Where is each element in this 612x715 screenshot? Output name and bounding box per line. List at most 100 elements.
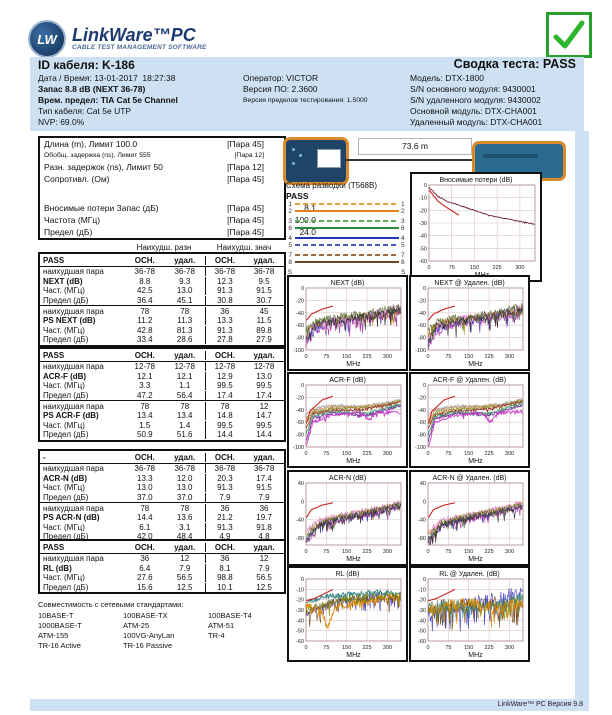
right-margin-strip — [575, 131, 589, 711]
svg-text:300: 300 — [505, 645, 514, 651]
row-value: 19.7 — [256, 513, 272, 523]
svg-text:225: 225 — [362, 451, 371, 457]
svg-text:0: 0 — [423, 286, 426, 292]
row-label: Предел (дБ) — [43, 296, 89, 306]
svg-text:0: 0 — [426, 451, 429, 457]
row-value: 36.4 — [137, 296, 153, 306]
row-value: 20.3 — [204, 473, 244, 483]
row-value: 36 — [140, 554, 150, 564]
svg-text:-30: -30 — [419, 221, 427, 227]
general-results-table: Длина (m), Лимит 100.0[Пара 45]73.6Обобщ… — [38, 136, 316, 240]
wire-line — [295, 220, 399, 222]
row-value: 36-78 — [204, 267, 244, 277]
svg-text:-40: -40 — [418, 311, 426, 317]
svg-text:40: 40 — [420, 481, 426, 487]
row-label: Обобщ. задержка (ns), Лимит 555 — [44, 152, 151, 159]
row-value: 91.3 — [204, 522, 244, 532]
chart-next-remote: 0 -20 -40 -60 -80 -100 0 75 150 225 300 NEXT @ Удал… — [409, 275, 530, 371]
standard-name: 100BASE-TX — [123, 611, 168, 620]
row-value: 7.9 — [258, 493, 270, 503]
row-value: 48.4 — [176, 532, 193, 542]
header-info-line: Модель: DTX-1800 — [410, 73, 484, 83]
row-value: 36 — [204, 554, 244, 564]
row-label: Част. (МГц) — [43, 420, 85, 430]
row-value: 36-78 — [174, 464, 195, 474]
svg-text:300: 300 — [515, 265, 524, 271]
row-value: 91.3 — [204, 286, 244, 296]
pass-check-icon — [546, 12, 592, 58]
svg-text:-10: -10 — [296, 587, 304, 593]
svg-text:Вносимые потери (dB): Вносимые потери (dB) — [439, 177, 512, 184]
header-info-line: S/N основного модуля: 9430001 — [410, 84, 536, 94]
svg-text:0: 0 — [426, 354, 429, 360]
chart-acrf-remote: 0 -20 -40 -60 -80 -100 0 75 150 225 300 ACR-F @ Уда… — [409, 372, 530, 468]
column-header: ОСН. — [204, 452, 244, 462]
row-value: 27.6 — [137, 573, 153, 583]
compatibility-columns: 10BASE-T 1000BASE-T ATM-155 TR-16 Active 100… — [38, 611, 293, 651]
row-value: 14.4 — [137, 513, 153, 523]
table-row: Част. (МГц) 13.0 13.0 91.3 91.5 — [40, 483, 284, 493]
row-value: 91.3 — [204, 325, 244, 335]
row-label: Част. (МГц) — [43, 381, 85, 391]
compatibility-column: 100BASE-T4 ATM-51 TR-4 — [208, 611, 293, 651]
table-row: Част. (МГц) 1.5 1.4 99.5 99.5 — [40, 420, 284, 431]
row-value: 99.5 — [204, 420, 244, 430]
row-value: 27.8 — [204, 335, 244, 345]
column-header: удал. — [174, 255, 196, 265]
row-value: 37.0 — [137, 493, 153, 503]
svg-text:-80: -80 — [296, 536, 304, 542]
svg-text:225: 225 — [493, 265, 502, 271]
chart-canvas: 0-10-20-30-40-50-600 75 150 225 300Вносимые … — [419, 177, 536, 279]
row-value: 3.1 — [179, 522, 191, 532]
svg-text:75: 75 — [445, 645, 451, 651]
svg-text:ACR-N (dB): ACR-N (dB) — [329, 475, 366, 482]
row-value: 11.2 — [137, 316, 153, 326]
svg-text:NEXT (dB): NEXT (dB) — [331, 280, 365, 287]
row-value: 56.5 — [256, 573, 272, 583]
column-header: удал. — [253, 452, 275, 462]
row-value: 13.3 — [137, 473, 153, 483]
svg-text:150: 150 — [342, 354, 351, 360]
row-label: Предел (дБ) — [43, 391, 89, 401]
header-left-column: Дата / Время: 13-01-2017 18:27:38 Запас 8… — [38, 73, 178, 128]
header-info-line: Врем. предел: TIA Cat 5e Channel — [38, 95, 178, 105]
svg-text:300: 300 — [383, 645, 392, 651]
row-value: 36-78 — [253, 267, 275, 277]
table-row: Сопротивл. (Ом)[Пара 45]14.0 — [40, 173, 316, 185]
row-value: 13.0 — [137, 483, 153, 493]
row-label: Част. (МГц) — [43, 325, 85, 335]
row-value: 81.3 — [176, 325, 193, 335]
row-value: 12.1 — [176, 371, 193, 381]
header-info-line: Дата / Время: 13-01-2017 18:27:38 — [38, 73, 176, 83]
table-row: наихудшая пара 12-78 12-78 12-78 12-78 — [40, 362, 284, 372]
table-verdict: PASS — [43, 255, 65, 265]
measurement-table: PASS ОСН. удал. ОСН. удал. наихудшая пара 36-7… — [38, 252, 286, 347]
svg-text:0: 0 — [427, 265, 430, 271]
row-value: 13.4 — [176, 411, 193, 421]
svg-text:-100: -100 — [415, 445, 426, 451]
row-value: 42.5 — [137, 286, 153, 296]
row-value: 9.5 — [258, 276, 270, 286]
standard-name: TR-16 Active — [38, 641, 81, 650]
svg-text:150: 150 — [342, 549, 351, 555]
row-value: 8.1 — [204, 563, 244, 573]
svg-text:-60: -60 — [296, 323, 304, 329]
wiremap-title: Схема разводки (T568B) — [286, 181, 377, 190]
svg-text:-40: -40 — [419, 234, 427, 240]
row-value: 12 — [259, 554, 269, 564]
table-row: Част. (МГц) 42.8 81.3 91.3 89.8 — [40, 325, 284, 336]
svg-text:RL @ Удален. (dB): RL @ Удален. (dB) — [439, 571, 500, 578]
wire-number-right: 4 — [401, 235, 405, 242]
table-verdict: PASS — [43, 350, 65, 360]
column-header: ОСН. — [204, 542, 244, 552]
row-value: 9.3 — [179, 276, 191, 286]
row-value: 30.8 — [204, 296, 244, 306]
table-row: Вносимые потери Запас (дБ) [Пара 45] 8.1 — [40, 202, 316, 214]
row-value: 56.5 — [176, 573, 193, 583]
row-label: Част. (МГц) — [43, 286, 85, 296]
svg-text:0: 0 — [423, 383, 426, 389]
svg-text:0: 0 — [304, 451, 307, 457]
svg-text:-40: -40 — [418, 408, 426, 414]
